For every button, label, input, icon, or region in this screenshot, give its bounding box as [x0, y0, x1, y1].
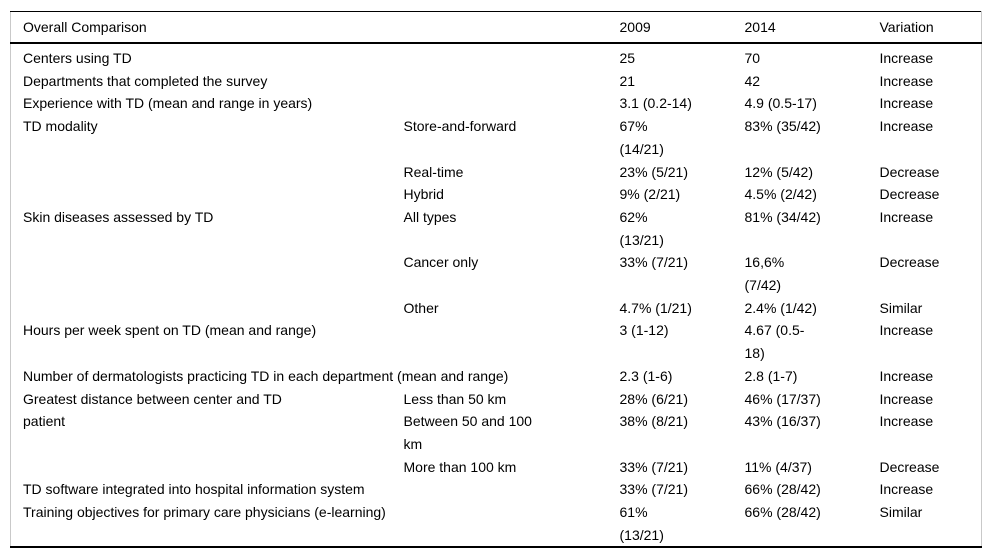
row-label: TD software integrated into hospital inf… — [23, 481, 365, 498]
table-row: More than 100 km 33% (7/21) 11% (4/37) D… — [11, 456, 982, 479]
table-row: Centers using TD 25 70 Increase — [11, 43, 982, 70]
cell-2009: 33% (7/21) — [619, 254, 688, 271]
cell-2014: 83% (35/42) — [744, 118, 821, 135]
cell-2009: 3 (1-12) — [619, 322, 669, 339]
row-label: TD modality — [23, 118, 98, 135]
cell-variation: Increase — [879, 72, 934, 89]
cell-2009: 3.1 (0.2-14) — [619, 95, 692, 112]
row-label: Greatest distance between center and TD … — [23, 390, 282, 430]
cell-variation: Increase — [879, 208, 934, 225]
row-sublabel: More than 100 km — [403, 458, 517, 475]
cell-2014: 2.4% (1/42) — [744, 299, 817, 316]
cell-2014: 42 — [744, 72, 761, 89]
cell-2014: 4.67 (0.5- 18) — [744, 322, 805, 362]
header-2014: 2014 — [732, 11, 868, 44]
cell-variation: Similar — [879, 504, 923, 521]
table-row: Greatest distance between center and TD … — [11, 388, 982, 430]
row-label: Departments that completed the survey — [23, 72, 268, 89]
cell-variation: Increase — [879, 413, 934, 430]
row-sublabel: Less than 50 km — [403, 390, 507, 407]
row-label: Training objectives for primary care phy… — [23, 504, 386, 521]
table-row: Cancer only 33% (7/21) 16,6% (7/42) Decr… — [11, 251, 982, 296]
table-header-row: Overall Comparison 2009 2014 Variation — [10, 11, 982, 44]
cell-2014: 11% (4/37) — [744, 458, 812, 475]
row-sublabel: Real-time — [403, 163, 464, 180]
cell-variation: Increase — [879, 322, 934, 339]
cell-2014: 4.5% (2/42) — [744, 186, 817, 203]
table-row: Number of dermatologists practicing TD i… — [11, 365, 982, 388]
table-row: TD software integrated into hospital inf… — [11, 478, 982, 501]
table-row: TD modality Store-and-forward 67% (14/21… — [11, 115, 982, 160]
cell-2014: 2.8 (1-7) — [744, 367, 798, 384]
cell-2009: 28% (6/21) — [619, 390, 688, 407]
cell-2009: 33% (7/21) — [619, 481, 688, 498]
row-sublabel: Other — [403, 299, 439, 316]
overall-comparison-table: Overall Comparison 2009 2014 Variation C… — [10, 11, 982, 549]
table-row: Real-time 23% (5/21) 12% (5/42) Decrease — [11, 161, 982, 184]
cell-variation: Similar — [879, 299, 923, 316]
cell-2009: 23% (5/21) — [619, 163, 688, 180]
row-label: Centers using TD — [23, 50, 132, 66]
cell-2009: 21 — [619, 72, 636, 89]
row-label: Number of dermatologists practicing TD i… — [23, 367, 509, 384]
row-label: Hours per week spent on TD (mean and ran… — [23, 322, 317, 339]
cell-2009: 67% (14/21) — [619, 118, 664, 157]
cell-2009: 4.7% (1/21) — [619, 299, 692, 316]
table-row: Departments that completed the survey 21… — [11, 70, 982, 93]
header-variation: Variation — [867, 11, 982, 44]
cell-variation: Increase — [879, 367, 934, 384]
cell-2014: 16,6% (7/42) — [744, 254, 785, 294]
cell-2014: 43% (16/37) — [744, 413, 821, 430]
cell-2014: 81% (34/42) — [744, 208, 821, 225]
cell-2014: 46% (17/37) — [744, 390, 821, 407]
cell-2009: 2.3 (1-6) — [619, 367, 673, 384]
cell-2009: 33% (7/21) — [619, 458, 688, 475]
row-sublabel: Store-and-forward — [403, 118, 517, 135]
cell-variation: Increase — [879, 118, 934, 135]
row-label: Skin diseases assessed by TD — [23, 208, 214, 225]
cell-2014: 66% (28/42) — [744, 504, 821, 521]
table-row: Hybrid 9% (2/21) 4.5% (2/42) Decrease — [11, 183, 982, 206]
row-sublabel: Cancer only — [403, 254, 479, 271]
row-sublabel: Between 50 and 100 km — [403, 413, 532, 452]
cell-variation: Increase — [879, 50, 934, 66]
cell-2014: 4.9 (0.5-17) — [744, 95, 817, 112]
cell-variation: Increase — [879, 390, 934, 407]
header-2009: 2009 — [607, 11, 733, 44]
header-overall-comparison: Overall Comparison — [10, 11, 608, 44]
table-row: Training objectives for primary care phy… — [11, 501, 982, 547]
cell-2009: 61% (13/21) — [619, 504, 664, 543]
cell-variation: Increase — [879, 481, 934, 498]
table-row: Between 50 and 100 km 38% (8/21) 43% (16… — [11, 410, 982, 455]
table-row: Skin diseases assessed by TD All types 6… — [11, 206, 982, 251]
table-row: Experience with TD (mean and range in ye… — [11, 92, 982, 115]
cell-2009: 25 — [619, 50, 636, 66]
cell-variation: Decrease — [879, 458, 940, 475]
cell-2009: 9% (2/21) — [619, 186, 681, 203]
cell-variation: Decrease — [879, 163, 940, 180]
row-label: Experience with TD (mean and range in ye… — [23, 95, 313, 112]
row-sublabel: Hybrid — [403, 186, 444, 203]
table-row: Other 4.7% (1/21) 2.4% (1/42) Similar — [11, 297, 982, 320]
cell-variation: Increase — [879, 95, 934, 112]
cell-variation: Decrease — [879, 254, 940, 271]
cell-variation: Decrease — [879, 186, 940, 203]
cell-2014: 12% (5/42) — [744, 163, 813, 180]
cell-2014: 66% (28/42) — [744, 481, 821, 498]
cell-2014: 70 — [744, 50, 761, 66]
row-sublabel: All types — [403, 208, 457, 225]
cell-2009: 62% (13/21) — [619, 208, 664, 248]
cell-2009: 38% (8/21) — [619, 413, 688, 430]
table-row: Hours per week spent on TD (mean and ran… — [11, 319, 982, 364]
